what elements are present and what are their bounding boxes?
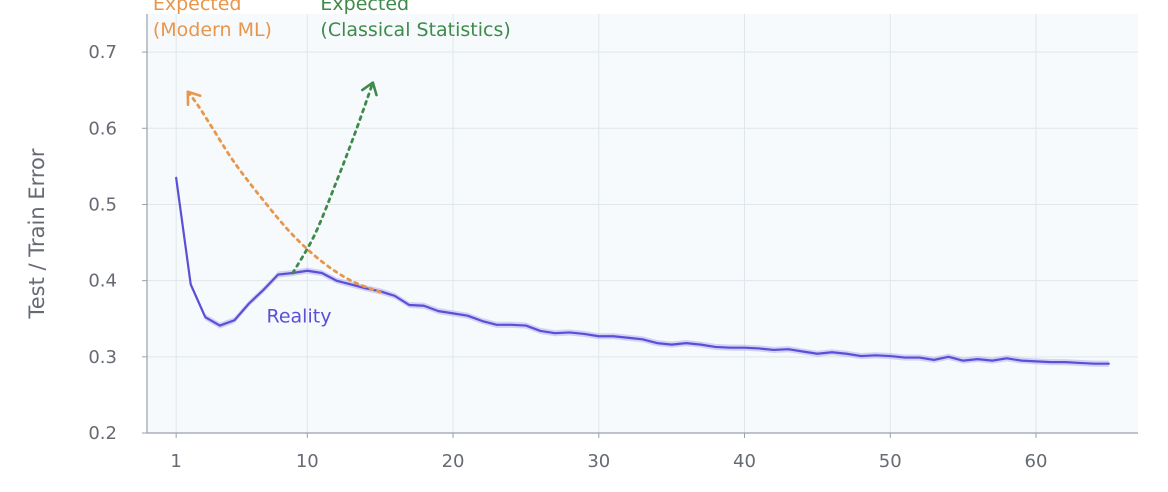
series-line-1 [186, 90, 382, 294]
annotation-2: Reality [267, 306, 332, 328]
axes [146, 14, 1138, 434]
series-line-0 [175, 176, 1110, 365]
y-tick-label: 0.7 [88, 42, 117, 63]
y-tick-label: 0.6 [88, 118, 117, 139]
x-tick-label: 20 [442, 451, 465, 472]
annotation-line: (Classical Statistics) [320, 19, 510, 41]
x-tick-label: 50 [879, 451, 902, 472]
plot-background [147, 14, 1138, 433]
series-line-2 [291, 81, 375, 275]
x-tick-label: 60 [1025, 451, 1048, 472]
tick-labels: 1 10 20 30 40 50 60 0.2 0.3 0.4 0.5 0.6 0.7 [88, 42, 1047, 472]
series-lines [175, 81, 1110, 365]
annotation-line: (Modern ML) [153, 19, 272, 41]
annotation-line: Expected [153, 0, 242, 15]
y-tick-label: 0.2 [88, 423, 117, 444]
y-tick-label: 0.4 [88, 271, 117, 292]
x-tick-label: 1 [170, 451, 181, 472]
y-axis-label: Test / Train Error [25, 148, 49, 319]
annotations: Expected (Modern ML) Expected (Classical St… [153, 0, 511, 328]
annotation-line: Expected [320, 0, 409, 15]
grid-lines [147, 14, 1138, 433]
y-tick-label: 0.5 [88, 194, 117, 215]
annotation-line: Reality [267, 306, 332, 328]
annotation-1: Expected (Classical Statistics) [320, 0, 510, 41]
x-tick-label: 30 [587, 451, 610, 472]
y-tick-label: 0.3 [88, 347, 117, 368]
annotation-0: Expected (Modern ML) [153, 0, 272, 41]
arrow-head-1 [186, 90, 202, 107]
x-tick-label: 40 [733, 451, 756, 472]
arrow-head-2 [360, 81, 378, 97]
x-tick-label: 10 [296, 451, 319, 472]
